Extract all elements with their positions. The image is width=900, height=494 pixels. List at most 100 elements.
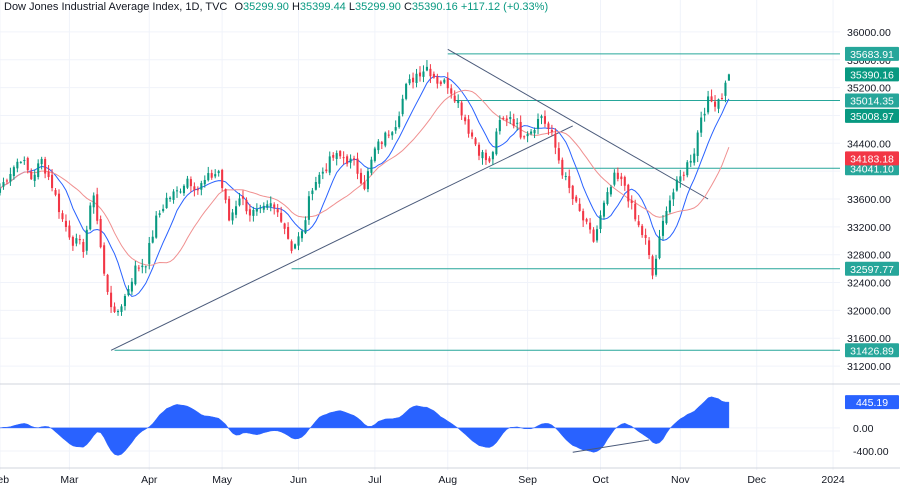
candle — [672, 188, 675, 206]
candle — [717, 98, 720, 114]
price-tick-label: 34400.00 — [847, 138, 891, 150]
candle-body — [623, 177, 626, 186]
candle — [703, 107, 706, 122]
candle — [436, 73, 439, 89]
price-tag: 35390.16 — [845, 67, 899, 82]
price-tag: 34183.18 — [845, 151, 899, 166]
oscillator-area — [0, 396, 730, 456]
candle-body — [151, 236, 154, 243]
candle — [380, 140, 383, 149]
candle-body — [110, 292, 113, 308]
candle-body — [606, 192, 609, 204]
candle-body — [179, 191, 182, 193]
candle — [342, 151, 345, 165]
candle-body — [474, 138, 477, 145]
level-price-tag-text: 35014.35 — [850, 96, 894, 108]
candle — [16, 158, 19, 173]
candle-body — [363, 182, 366, 189]
candle — [408, 74, 411, 86]
candle — [82, 238, 85, 258]
candle — [696, 130, 699, 163]
candle — [214, 169, 217, 179]
candle — [387, 130, 390, 139]
candle — [96, 187, 99, 225]
candle — [373, 146, 376, 163]
oscillator-tick-label: -400.00 — [853, 446, 889, 458]
candle — [575, 194, 578, 203]
candle-body — [627, 184, 630, 202]
candle — [2, 177, 5, 190]
candle — [686, 160, 689, 178]
candle — [231, 208, 234, 225]
candle — [495, 128, 498, 156]
candle-body — [252, 209, 255, 216]
candle-body — [106, 274, 109, 292]
candle — [661, 214, 665, 241]
candle-body — [339, 150, 342, 157]
candle — [325, 163, 328, 174]
candle — [651, 254, 654, 280]
candle — [189, 176, 192, 192]
candle-body — [707, 96, 710, 113]
candle-body — [675, 179, 678, 191]
candle-body — [366, 171, 369, 190]
trendline — [447, 48, 709, 200]
candle-body — [648, 240, 651, 256]
candle-body — [599, 215, 602, 229]
candle-body — [387, 134, 390, 136]
candle — [75, 233, 78, 247]
time-tick-label: Sep — [518, 474, 537, 486]
candle-body — [425, 66, 428, 71]
candle-body — [169, 197, 172, 200]
candle-body — [582, 211, 585, 221]
candle-body — [453, 95, 456, 102]
candle-body — [714, 101, 717, 107]
candle-body — [314, 181, 317, 190]
level-price-tag-bg — [845, 261, 899, 276]
candle-body — [228, 198, 231, 221]
candle-body — [71, 236, 74, 246]
candle — [450, 84, 453, 99]
candle-body — [175, 190, 179, 192]
candle — [727, 73, 730, 81]
candle — [19, 161, 22, 164]
candle — [61, 210, 64, 222]
candle-body — [578, 203, 581, 211]
low-label: L — [348, 1, 355, 13]
candle — [207, 166, 210, 182]
candle-body — [491, 152, 494, 160]
candle — [356, 152, 359, 180]
candle — [26, 156, 29, 174]
candle-body — [536, 118, 540, 129]
candle-body — [266, 204, 269, 208]
candle-body — [602, 202, 606, 217]
oscillator-tick-label: 0.00 — [853, 423, 874, 435]
candle — [307, 191, 310, 225]
candle-body — [693, 153, 696, 163]
candle-body — [356, 158, 359, 174]
level-price-tag-text: 32597.77 — [850, 264, 894, 276]
candle-body — [57, 193, 61, 213]
candle — [328, 151, 331, 176]
candle-body — [68, 225, 71, 238]
candle-body — [9, 174, 12, 182]
candle — [241, 190, 245, 206]
candle-body — [335, 153, 338, 159]
candle — [47, 165, 50, 181]
time-tick-label: May — [212, 474, 233, 486]
change-value: +117.12 (+0.33%) — [460, 1, 549, 13]
candle-body — [689, 160, 692, 163]
candle-body — [460, 102, 463, 116]
candle — [623, 175, 626, 191]
candle-body — [304, 220, 307, 234]
candle — [679, 169, 682, 188]
candle — [634, 199, 637, 222]
candle — [234, 200, 238, 219]
candle — [467, 115, 470, 138]
price-tag-bg — [845, 67, 899, 82]
candle-body — [526, 134, 529, 137]
candle-body — [165, 197, 168, 209]
candle-body — [5, 180, 8, 182]
